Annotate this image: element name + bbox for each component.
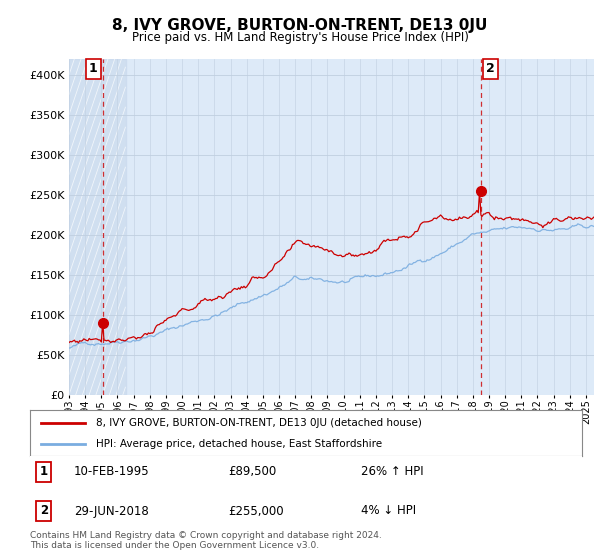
Text: 26% ↑ HPI: 26% ↑ HPI	[361, 465, 424, 478]
Text: £255,000: £255,000	[229, 505, 284, 517]
Text: 2: 2	[486, 62, 495, 76]
Text: Contains HM Land Registry data © Crown copyright and database right 2024.
This d: Contains HM Land Registry data © Crown c…	[30, 531, 382, 550]
Text: 8, IVY GROVE, BURTON-ON-TRENT, DE13 0JU (detached house): 8, IVY GROVE, BURTON-ON-TRENT, DE13 0JU …	[96, 418, 422, 428]
Polygon shape	[69, 59, 125, 395]
Text: 8, IVY GROVE, BURTON-ON-TRENT, DE13 0JU: 8, IVY GROVE, BURTON-ON-TRENT, DE13 0JU	[112, 18, 488, 33]
Text: 29-JUN-2018: 29-JUN-2018	[74, 505, 149, 517]
Text: 10-FEB-1995: 10-FEB-1995	[74, 465, 150, 478]
Text: 1: 1	[89, 62, 98, 76]
Text: 4% ↓ HPI: 4% ↓ HPI	[361, 505, 416, 517]
Text: 2: 2	[40, 505, 48, 517]
Text: £89,500: £89,500	[229, 465, 277, 478]
Text: HPI: Average price, detached house, East Staffordshire: HPI: Average price, detached house, East…	[96, 439, 382, 449]
Text: 1: 1	[40, 465, 48, 478]
Text: Price paid vs. HM Land Registry's House Price Index (HPI): Price paid vs. HM Land Registry's House …	[131, 31, 469, 44]
